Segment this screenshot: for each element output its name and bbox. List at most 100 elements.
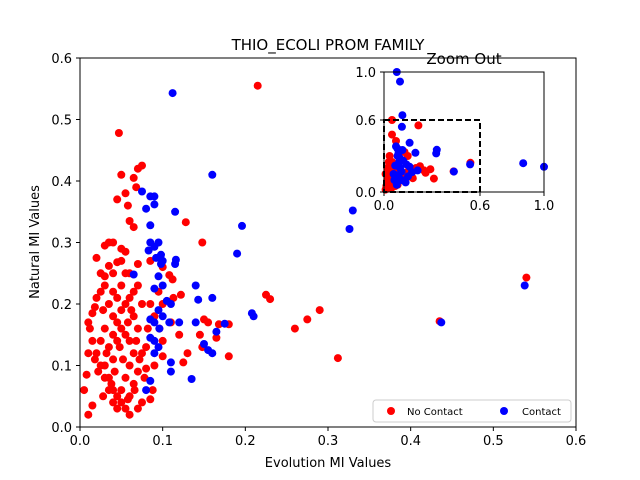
point-no-contact xyxy=(138,349,146,358)
point-no-contact xyxy=(143,324,152,333)
point-contact xyxy=(150,200,159,209)
point-no-contact xyxy=(175,330,184,339)
x-tick-label: 0.3 xyxy=(318,434,339,449)
inset-point-no-contact xyxy=(420,166,428,175)
point-contact xyxy=(150,336,159,345)
y-tick-label: 0.4 xyxy=(51,175,72,190)
inset-point-contact xyxy=(396,77,404,86)
point-contact xyxy=(208,293,217,302)
inset-point-no-contact xyxy=(429,174,438,183)
inset-point-no-contact xyxy=(388,116,396,124)
point-no-contact xyxy=(333,354,342,363)
point-no-contact xyxy=(125,293,134,302)
point-no-contact xyxy=(195,330,204,339)
inset-point-no-contact xyxy=(388,130,396,139)
point-contact xyxy=(437,318,446,327)
main-ticks-group: 0.0 0.1 0.2 0.3 0.4 0.5 0.6 0.0 0.1 0.2 0.3 0.4 0.5 0… xyxy=(51,52,586,449)
point-contact xyxy=(150,349,159,358)
point-contact xyxy=(348,206,357,215)
point-no-contact xyxy=(109,330,118,339)
x-tick-label: 0.1 xyxy=(152,434,173,449)
point-no-contact xyxy=(104,343,113,352)
point-contact xyxy=(152,253,161,262)
inset-plot-frame xyxy=(383,71,545,193)
point-no-contact xyxy=(92,253,101,262)
y-tick-label: 0.0 xyxy=(51,421,72,436)
point-no-contact xyxy=(522,273,531,282)
point-no-contact xyxy=(133,324,142,333)
legend-marker-contact xyxy=(500,407,508,415)
inset-point-contact xyxy=(432,149,441,158)
point-no-contact xyxy=(129,173,138,182)
point-contact xyxy=(249,312,258,321)
inset-point-contact xyxy=(389,170,398,178)
inset-point-contact xyxy=(398,111,407,120)
point-no-contact xyxy=(110,367,119,376)
point-contact xyxy=(166,358,175,367)
point-no-contact xyxy=(90,303,99,312)
point-no-contact xyxy=(138,398,146,407)
point-no-contact xyxy=(96,287,105,296)
main-points-group xyxy=(80,81,531,419)
point-no-contact xyxy=(84,349,93,358)
inset-y-tick-label: 0.6 xyxy=(355,114,376,129)
inset-point-contact xyxy=(390,176,399,184)
point-no-contact xyxy=(133,260,142,268)
point-no-contact xyxy=(146,300,155,308)
point-contact xyxy=(150,284,159,293)
inset-ticks-group: 0.0 0.6 1.0 0.0 0.6 1.0 xyxy=(355,66,554,214)
inset-point-contact xyxy=(466,160,475,169)
x-tick-label: 0.2 xyxy=(235,434,256,449)
point-no-contact xyxy=(129,349,138,358)
point-contact xyxy=(146,376,155,385)
point-contact xyxy=(144,246,153,255)
inset-point-contact xyxy=(519,159,528,168)
point-no-contact xyxy=(104,261,113,270)
point-no-contact xyxy=(315,306,324,315)
chart-title: THIO_ECOLI PROM FAMILY xyxy=(231,36,426,55)
point-contact xyxy=(155,324,164,333)
point-no-contact xyxy=(84,410,93,419)
point-contact xyxy=(171,207,180,216)
point-no-contact xyxy=(133,281,142,290)
point-contact xyxy=(212,327,221,336)
point-no-contact xyxy=(121,373,130,382)
point-no-contact xyxy=(113,336,122,345)
point-contact xyxy=(142,386,151,395)
point-no-contact xyxy=(96,361,105,370)
point-no-contact xyxy=(132,183,141,192)
point-no-contact xyxy=(121,300,130,308)
point-no-contact xyxy=(117,386,126,395)
point-no-contact xyxy=(138,300,146,308)
point-contact xyxy=(238,221,246,230)
point-no-contact xyxy=(117,306,126,315)
point-no-contact xyxy=(123,318,132,327)
point-no-contact xyxy=(113,392,122,401)
point-no-contact xyxy=(181,218,190,227)
point-no-contact xyxy=(100,281,109,290)
inset-y-tick-label: 1.0 xyxy=(355,66,376,81)
point-contact xyxy=(157,260,165,268)
inset-x-tick-label: 1.0 xyxy=(534,199,555,214)
point-no-contact xyxy=(129,287,138,296)
point-no-contact xyxy=(117,398,126,407)
x-axis-label: Evolution MI Values xyxy=(265,456,392,471)
point-contact xyxy=(194,295,203,304)
inset-x-tick-label: 0.0 xyxy=(374,199,395,214)
point-contact xyxy=(146,192,155,201)
x-tick-label: 0.6 xyxy=(566,434,587,449)
point-no-contact xyxy=(204,318,213,327)
legend-marker-no-contact xyxy=(387,407,395,415)
point-no-contact xyxy=(142,343,151,352)
point-contact xyxy=(187,375,196,383)
point-no-contact xyxy=(133,367,142,376)
point-no-contact xyxy=(158,352,167,361)
point-no-contact xyxy=(88,336,97,345)
point-contact xyxy=(191,281,200,290)
point-no-contact xyxy=(158,336,167,345)
point-contact xyxy=(220,319,229,328)
point-no-contact xyxy=(129,379,138,388)
point-no-contact xyxy=(121,269,130,278)
point-contact xyxy=(154,306,163,315)
point-no-contact xyxy=(266,295,275,304)
